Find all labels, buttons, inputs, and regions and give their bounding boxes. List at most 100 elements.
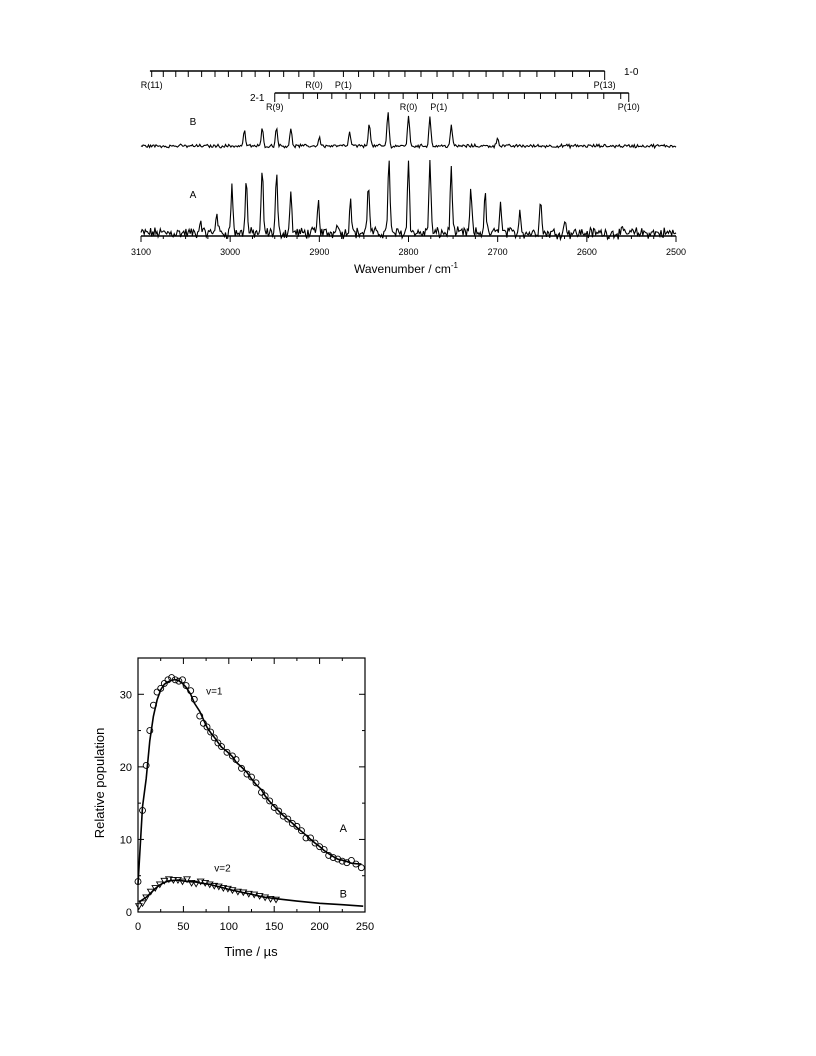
point-v1 (261, 792, 269, 800)
ladder-label: R(0) (305, 80, 323, 90)
y-axis-label: Relative population (92, 728, 107, 839)
series-labels: v=1 v=2 A B (206, 686, 347, 900)
plot-border (137, 657, 366, 913)
point-v1 (190, 695, 198, 703)
point-v1 (160, 679, 168, 687)
point-v2 (239, 889, 248, 897)
x-tick-label: 200 (310, 921, 328, 933)
point-v2 (266, 895, 275, 903)
point-v1 (168, 674, 176, 682)
point-v1 (175, 677, 183, 685)
point-v1 (164, 676, 172, 684)
point-v2 (228, 887, 237, 895)
point-v1 (139, 806, 146, 814)
point-v2 (138, 900, 147, 908)
fit-label-B: B (340, 888, 347, 900)
point-v2 (146, 888, 155, 896)
fit-label-A: A (340, 823, 348, 835)
point-v1 (243, 770, 251, 778)
x-tick-label: 150 (265, 921, 283, 933)
point-v1 (320, 846, 328, 854)
spectrum-traces: AB (140, 112, 677, 242)
point-v2 (261, 894, 270, 902)
point-v2 (196, 878, 205, 886)
ladder-label: P(1) (430, 102, 447, 112)
point-v2 (205, 881, 214, 889)
y-tick-label: 10 (120, 834, 132, 846)
point-v1 (302, 834, 310, 842)
point-v2 (155, 881, 164, 889)
point-v1 (316, 843, 324, 851)
point-v2 (142, 894, 151, 902)
point-v1 (146, 727, 154, 735)
assignment-ladders: R(11) R(0) P(1) P(13) 1-0 R(9) R(0) P(1) P(10) 2-… (141, 67, 640, 112)
x-tick-label: 2900 (309, 247, 329, 257)
point-v1 (307, 834, 314, 842)
point-v1 (179, 676, 186, 684)
point-v1 (182, 682, 190, 690)
x-tick-label: 50 (177, 921, 189, 933)
x-tick-label: 2700 (488, 247, 508, 257)
point-v2 (178, 878, 187, 886)
point-v1 (357, 864, 365, 872)
series-name-v1: v=1 (206, 686, 223, 697)
point-v1 (134, 878, 142, 885)
point-v1 (238, 764, 245, 772)
point-v1 (270, 804, 278, 811)
fit-curves (137, 678, 364, 907)
point-v1 (142, 761, 150, 769)
x-axis-label-superscript: -1 (451, 261, 459, 270)
x-tick-label: 2500 (666, 247, 686, 257)
point-v1 (334, 855, 342, 863)
point-v2 (173, 877, 182, 884)
x-tick-label: 2800 (398, 247, 418, 257)
y-tick-label: 30 (120, 689, 132, 701)
ladder-name: 2-1 (250, 93, 265, 104)
point-v1 (347, 857, 355, 864)
fit-curve-v1 (137, 678, 362, 885)
point-v1 (218, 743, 225, 750)
trace-A (140, 159, 677, 242)
point-v2 (192, 880, 201, 888)
trace-label-A: A (190, 190, 197, 201)
point-v2 (151, 885, 160, 892)
y-tick-label: 20 (120, 762, 132, 774)
point-v2 (187, 880, 196, 887)
point-v1 (149, 701, 157, 709)
point-v1 (153, 688, 161, 696)
point-v1 (329, 854, 337, 862)
point-v1 (275, 807, 283, 815)
point-v2 (244, 890, 253, 898)
point-v2 (255, 893, 264, 900)
series-name-v2: v=2 (214, 863, 231, 874)
point-v2 (214, 883, 223, 891)
point-v1 (325, 851, 333, 859)
point-v2 (134, 903, 143, 911)
x-axis: 3100 3000 2900 2800 2700 2600 2500 (131, 235, 686, 257)
point-v1 (288, 820, 296, 827)
point-v1 (223, 748, 231, 756)
x-tick-label: 100 (220, 921, 238, 933)
point-v1 (228, 752, 236, 760)
point-v1 (252, 779, 260, 787)
ladder-label: P(1) (335, 80, 352, 90)
ladder-name: 1-0 (624, 67, 639, 78)
x-tick-label: 3100 (131, 247, 151, 257)
point-v1 (157, 685, 165, 692)
point-v1 (338, 857, 346, 865)
x-tick-label: 250 (356, 921, 374, 933)
ladder-label: R(11) (141, 80, 163, 90)
fit-curve-v2 (138, 879, 364, 907)
point-v2 (160, 877, 169, 885)
point-v2 (272, 896, 280, 904)
point-v1 (187, 687, 195, 695)
point-v1 (293, 822, 301, 830)
plot-frame (137, 657, 366, 913)
x-tick-label: 2600 (577, 247, 597, 257)
x-axis-label: Time / µs (224, 944, 278, 959)
ladder-label: P(10) (618, 102, 640, 112)
ladder-label: R(9) (266, 102, 284, 112)
point-v2 (183, 876, 192, 884)
point-v1 (232, 756, 240, 764)
ladder-label: R(0) (400, 102, 418, 112)
